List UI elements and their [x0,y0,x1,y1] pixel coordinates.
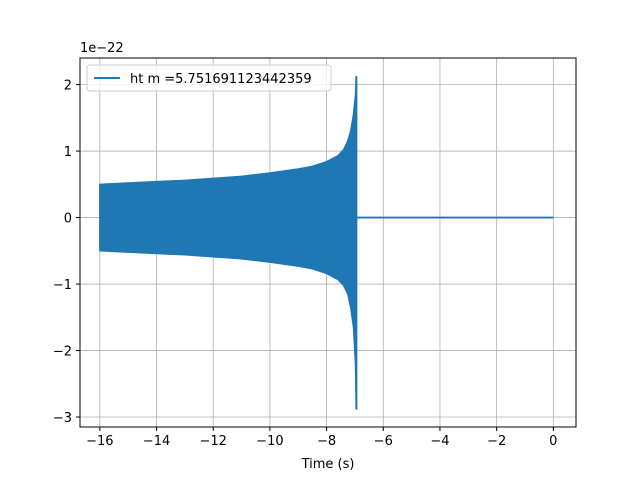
x-tick-label: −14 [143,434,170,449]
legend: ht m =5.751691123442359 [86,64,332,92]
x-axis-label: Time (s) [301,457,355,472]
y-offset-label: 1e−22 [80,41,124,56]
x-tick-label: −2 [487,434,506,449]
y-tick-label: 0 [64,212,72,227]
y-axis: −3 −2 −1 0 1 2 [53,79,80,426]
y-tick-label: −2 [53,345,72,360]
y-tick-label: −3 [53,411,72,426]
x-axis: −16 −14 −12 −10 −8 −6 −4 −2 0 [86,427,557,449]
waveform-envelope [99,75,358,410]
x-tick-label: −4 [430,434,449,449]
legend-entry-label: ht m =5.751691123442359 [130,72,312,87]
x-tick-label: −12 [199,434,226,449]
x-tick-label: −10 [256,434,283,449]
plot-area [99,75,554,410]
x-tick-label: −6 [374,434,393,449]
x-tick-label: −8 [317,434,336,449]
y-tick-label: 1 [64,145,72,160]
y-tick-label: 2 [64,79,72,94]
y-tick-label: −1 [53,278,72,293]
x-tick-label: 0 [549,434,557,449]
axes-frame [79,57,577,428]
legend-box [86,64,332,92]
x-tick-label: −16 [86,434,113,449]
